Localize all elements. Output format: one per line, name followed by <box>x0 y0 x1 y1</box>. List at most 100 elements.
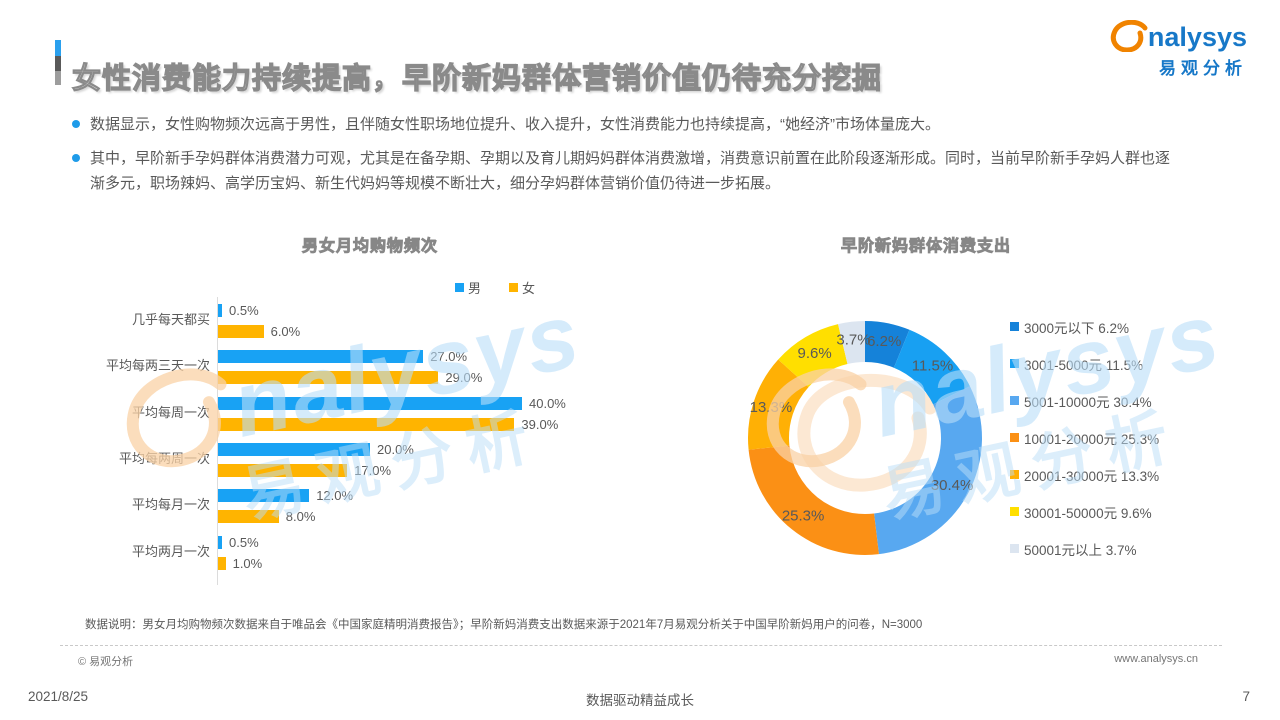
bar-male: 0.5% <box>218 535 259 550</box>
page-number: 7 <box>1242 689 1250 704</box>
legend-swatch-female <box>509 283 519 292</box>
donut-legend-item: 5001-10000元 30.4% <box>1010 382 1159 419</box>
bar-group: 平均每两三天一次 27.0% 29.0% <box>40 343 620 389</box>
donut-legend-label: 10001-20000元 25.3% <box>1024 431 1160 447</box>
bar-group: 几乎每天都买 0.5% 6.0% <box>40 297 620 343</box>
bar-group: 平均每两周一次 20.0% 17.0% <box>40 436 620 482</box>
bar-chart-legend: 男 女 <box>455 278 563 297</box>
website-link[interactable]: www.analysys.cn <box>1114 653 1198 665</box>
bar-value-label: 27.0% <box>430 349 468 365</box>
bullet-item-1: 数据显示，女性购物频次远高于男性，且伴随女性职场地位提升、收入提升，女性消费能力… <box>72 112 1172 137</box>
category-label: 平均每两三天一次 <box>105 358 210 374</box>
bar-group: 平均每月一次 12.0% 8.0% <box>40 482 620 528</box>
donut-legend-swatch <box>1010 396 1019 405</box>
bar-male: 0.5% <box>218 303 259 318</box>
donut-legend-swatch <box>1010 433 1019 442</box>
bar-group: 平均两月一次 0.5% 1.0% <box>40 529 620 575</box>
title-accent-bar <box>55 40 61 85</box>
footer-date: 2021/8/25 <box>28 689 89 704</box>
bar-value-label: 6.0% <box>270 324 301 339</box>
bar-group: 平均每周一次 40.0% 39.0% <box>40 390 620 436</box>
bullet-item-2: 其中，早阶新手孕妈群体消费潜力可观，尤其是在备孕期、孕期以及育儿期妈妈群体消费激… <box>72 146 1172 196</box>
logo-brand-text: nalysys <box>1147 22 1247 52</box>
bar-male: 20.0% <box>218 442 414 457</box>
logo-brand-row: nalysys <box>1108 20 1247 52</box>
donut-legend-label: 3001-5000元 11.5% <box>1024 357 1144 373</box>
bar-value-label: 8.0% <box>285 509 316 525</box>
bar-value-label: 40.0% <box>529 395 566 411</box>
donut-slice <box>874 386 982 555</box>
donut-slice-label: 11.5% <box>912 358 953 375</box>
bullet-dot-icon <box>72 120 80 128</box>
donut-legend-item: 3000元以下 6.2% <box>1010 308 1159 345</box>
accent-segment-dark <box>55 56 61 71</box>
donut-svg: 6.2% 11.5% 30.4% 25.3% 13.3% 9.6% 3.7% <box>748 321 982 555</box>
donut-legend-swatch <box>1010 470 1019 479</box>
donut-slice-label: 9.6% <box>797 345 831 362</box>
donut-legend-swatch <box>1010 544 1019 553</box>
donut-legend-label: 50001元以上 3.7% <box>1024 542 1137 558</box>
donut-slice <box>838 321 865 365</box>
legend-label-male: 男 <box>468 281 482 296</box>
bar-value-label: 0.5% <box>229 534 259 550</box>
bar-value-label: 29.0% <box>445 370 483 386</box>
bar-female: 39.0% <box>218 417 558 432</box>
bar-value-label: 12.0% <box>316 488 354 504</box>
donut-legend-item: 50001元以上 3.7% <box>1010 530 1159 567</box>
donut-legend-item: 10001-20000元 25.3% <box>1010 419 1159 456</box>
donut-legend: 3000元以下 6.2% 3001-5000元 11.5% 5001-10000元 … <box>1010 308 1159 567</box>
bar-male: 40.0% <box>218 396 566 411</box>
donut-legend-item: 30001-50000元 9.6% <box>1010 493 1159 530</box>
donut-legend-label: 3000元以下 6.2% <box>1024 320 1130 336</box>
bullet-text-2: 其中，早阶新手孕妈群体消费潜力可观，尤其是在备孕期、孕期以及育儿期妈妈群体消费激… <box>90 150 1171 192</box>
bullet-text-1: 数据显示，女性购物频次远高于男性，且伴随女性职场地位提升、收入提升，女性消费能力… <box>90 116 940 133</box>
donut-legend-label: 5001-10000元 30.4% <box>1024 394 1152 410</box>
donut-slice <box>893 329 970 405</box>
donut-legend-swatch <box>1010 359 1019 368</box>
category-label: 平均每周一次 <box>131 404 210 420</box>
bar-female: 29.0% <box>218 370 482 385</box>
donut-legend-item: 3001-5000元 11.5% <box>1010 345 1159 382</box>
category-label: 几乎每天都买 <box>131 312 210 327</box>
bar-male: 27.0% <box>218 349 467 364</box>
data-source-note: 数据说明：男女月均购物频次数据来自于唯品会《中国家庭精明消费报告》；早阶新妈消费… <box>85 619 923 631</box>
logo-brand-cn: 易观分析 <box>1159 59 1247 78</box>
bar-value-label: 1.0% <box>232 555 263 571</box>
analysys-logo: nalysys 易观分析 <box>1108 20 1247 79</box>
footer-divider <box>60 645 1222 646</box>
bar-value-label: 17.0% <box>354 462 392 478</box>
legend-item-male: 男 <box>455 278 481 297</box>
donut-center-watermark-swirl-icon <box>797 374 937 492</box>
bar-male: 12.0% <box>218 488 353 503</box>
donut-legend-label: 30001-50000元 9.6% <box>1024 505 1152 521</box>
category-label: 平均每两周一次 <box>118 450 210 466</box>
donut-chart-title: 早阶新妈群体消费支出 <box>840 238 1011 256</box>
category-label: 平均两月一次 <box>131 543 210 559</box>
logo-swirl-icon <box>1110 20 1148 52</box>
bar-female: 8.0% <box>218 509 315 524</box>
donut-legend-item: 20001-30000元 13.3% <box>1010 456 1159 493</box>
donut-slice-label: 3.7% <box>836 332 870 349</box>
donut-legend-swatch <box>1010 322 1019 331</box>
bar-chart-title: 男女月均购物频次 <box>301 238 438 256</box>
donut-slice-label: 6.2% <box>867 333 901 350</box>
donut-slice <box>748 445 879 555</box>
bar-female: 17.0% <box>218 463 391 478</box>
donut-legend-swatch <box>1010 507 1019 516</box>
legend-item-female: 女 <box>509 278 535 297</box>
donut-slice <box>865 321 910 368</box>
page-title: 女性消费能力持续提高，早阶新妈群体营销价值仍待充分挖掘 <box>71 63 883 96</box>
copyright-text: © 易观分析 <box>78 656 134 668</box>
bar-female: 1.0% <box>218 556 262 571</box>
bar-female: 6.0% <box>218 324 300 339</box>
legend-swatch-male <box>455 283 464 292</box>
donut-legend-label: 20001-30000元 13.3% <box>1024 468 1160 484</box>
donut-slice-label: 30.4% <box>931 477 974 494</box>
bar-value-label: 0.5% <box>229 303 259 318</box>
bullet-dot-icon <box>72 154 80 162</box>
category-label: 平均每月一次 <box>131 497 210 513</box>
footer-slogan: 数据驱动精益成长 <box>586 693 694 708</box>
accent-segment-blue <box>55 40 61 56</box>
bar-value-label: 39.0% <box>521 416 559 432</box>
bar-chart-plot: 几乎每天都买 0.5% 6.0% 平均每两三天一次 27.0% 29.0% 平均每周一次 40… <box>40 297 620 589</box>
